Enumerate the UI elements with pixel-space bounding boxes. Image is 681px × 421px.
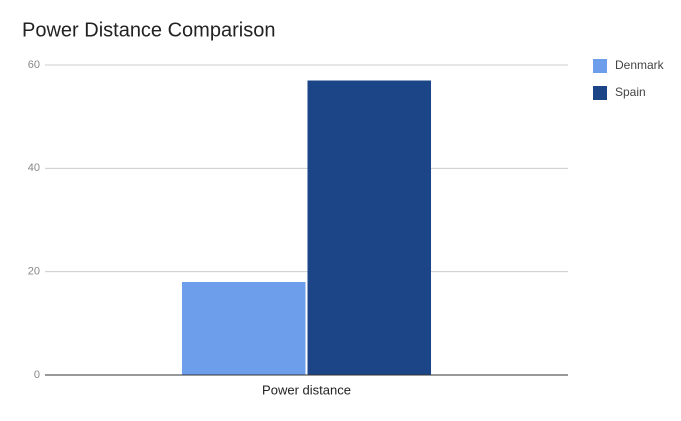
chart-title: Power Distance Comparison [22,19,275,41]
bar [307,80,432,375]
y-tick-label: 40 [28,162,40,174]
y-tick-label: 20 [28,266,40,278]
legend-swatch [593,86,607,100]
legend-label: Spain [615,85,646,99]
bar [181,282,306,375]
legend-label: Denmark [615,58,665,72]
y-tick-label: 0 [34,369,40,381]
legend-swatch [593,59,607,73]
x-tick-label: Power distance [262,382,351,397]
y-tick-label: 60 [28,59,40,71]
